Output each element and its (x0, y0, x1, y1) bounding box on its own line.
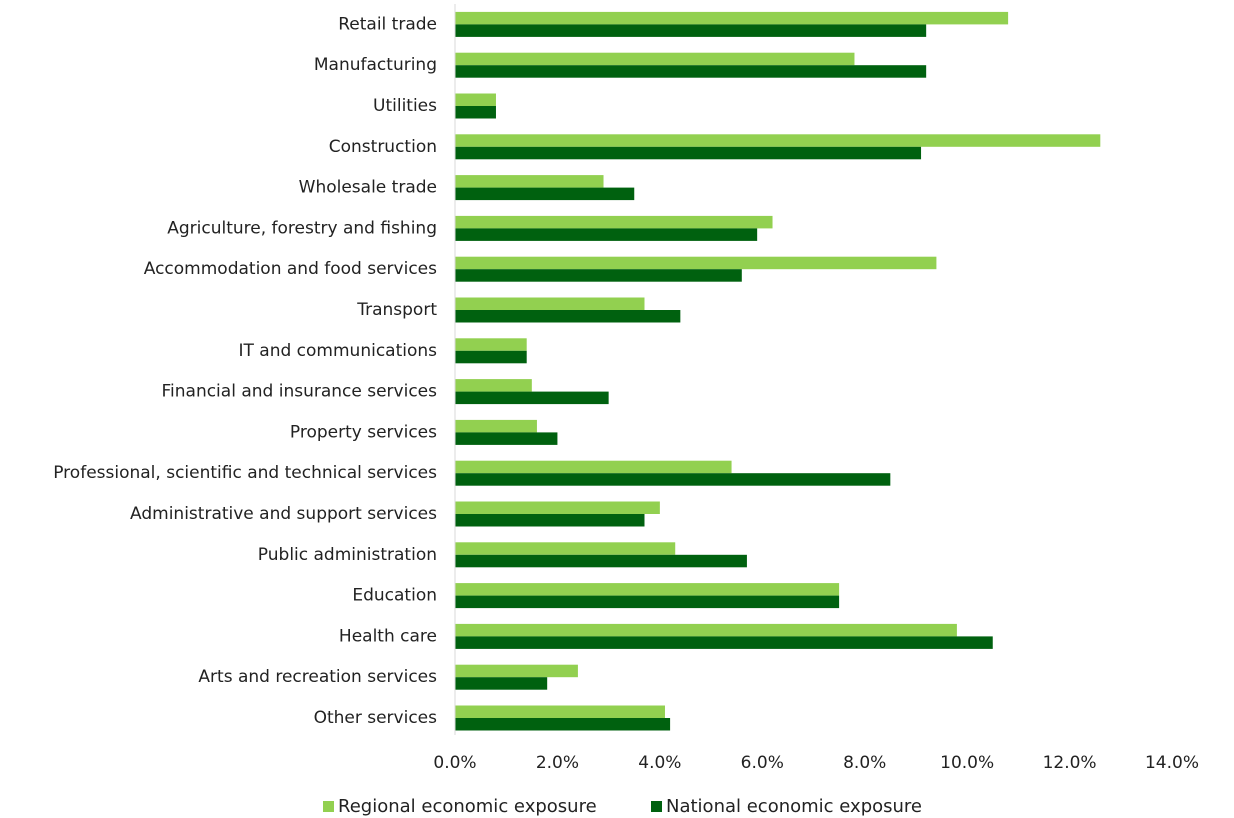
x-tick-label: 14.0% (1145, 753, 1199, 773)
bar-regional-it-and-communications (455, 338, 527, 351)
bar-regional-other-services (455, 705, 665, 718)
bar-regional-transport (455, 297, 645, 310)
category-label-arts-and-recreation-services: Arts and recreation services (198, 667, 437, 687)
category-label-transport: Transport (356, 300, 437, 320)
bar-national-public-administration (455, 554, 747, 568)
x-tick-label: 6.0% (741, 753, 784, 773)
bar-chart: Retail trade Manufacturing Utilities Constr… (53, 4, 1199, 773)
category-label-construction: Construction (329, 137, 437, 157)
category-label-administrative-and-support-services: Administrative and support services (130, 504, 437, 524)
category-label-wholesale-trade: Wholesale trade (299, 178, 437, 198)
bar-regional-utilities (455, 93, 496, 106)
bar-national-accommodation-and-food-services (455, 269, 742, 282)
category-label-manufacturing: Manufacturing (314, 55, 437, 75)
bar-national-health-care (455, 636, 993, 649)
bar-regional-retail-trade (455, 11, 1009, 25)
category-label-health-care: Health care (339, 626, 437, 646)
legend-label-national: National economic exposure (666, 796, 922, 817)
bar-national-arts-and-recreation-services (455, 677, 548, 690)
category-label-professional-scientific-and-technical-services: Professional, scientific and technical s… (53, 463, 437, 483)
bar-regional-financial-and-insurance-services (455, 379, 532, 392)
category-label-agriculture-forestry-and-fishing: Agriculture, forestry and fishing (167, 218, 437, 238)
bar-regional-education (455, 583, 840, 596)
category-label-public-administration: Public administration (258, 545, 437, 565)
x-tick-label: 2.0% (536, 753, 579, 773)
x-tick-label: 8.0% (843, 753, 886, 773)
category-labels: Retail trade Manufacturing Utilities Constr… (53, 14, 437, 728)
bar-national-it-and-communications (455, 350, 527, 364)
x-tick-label: 12.0% (1043, 753, 1097, 773)
legend-label-regional: Regional economic exposure (338, 796, 597, 817)
category-label-accommodation-and-food-services: Accommodation and food services (144, 259, 437, 279)
x-tick-label: 0.0% (433, 753, 476, 773)
bar-national-other-services (455, 718, 671, 731)
category-label-utilities: Utilities (373, 96, 437, 116)
category-label-financial-and-insurance-services: Financial and insurance services (161, 382, 437, 402)
category-label-retail-trade: Retail trade (338, 14, 437, 34)
category-label-property-services: Property services (290, 422, 437, 442)
category-label-other-services: Other services (314, 708, 438, 728)
x-tick-labels: 0.0% 2.0% 4.0% 6.0% 8.0% 10.0% 12.0% 14.0% (433, 753, 1199, 773)
bar-regional-administrative-and-support-services (455, 501, 660, 514)
legend-swatch-regional (323, 801, 334, 812)
legend: Regional economic exposure National econ… (0, 790, 1234, 818)
x-tick-label: 10.0% (940, 753, 994, 773)
bar-regional-accommodation-and-food-services (455, 256, 937, 270)
bar-national-retail-trade (455, 24, 927, 37)
bar-national-construction (455, 146, 922, 160)
bar-regional-professional-scientific-and-technical-services (455, 460, 732, 474)
bar-national-property-services (455, 432, 558, 445)
bar-regional-arts-and-recreation-services (455, 664, 578, 678)
bars-group (455, 11, 1101, 731)
bar-national-financial-and-insurance-services (455, 391, 609, 405)
legend-swatch-national (651, 801, 662, 812)
bar-regional-agriculture-forestry-and-fishing (455, 215, 773, 229)
bar-national-professional-scientific-and-technical-services (455, 473, 891, 486)
bar-regional-health-care (455, 623, 957, 637)
bar-national-education (455, 595, 840, 609)
bar-national-agriculture-forestry-and-fishing (455, 228, 758, 241)
bar-national-manufacturing (455, 65, 927, 78)
bar-regional-wholesale-trade (455, 175, 604, 188)
legend-item-national: National economic exposure (651, 796, 922, 817)
legend-item-regional: Regional economic exposure (323, 796, 597, 817)
x-tick-label: 4.0% (638, 753, 681, 773)
bar-national-transport (455, 310, 681, 323)
bar-national-wholesale-trade (455, 187, 635, 201)
bar-regional-public-administration (455, 542, 676, 555)
bar-regional-construction (455, 134, 1101, 147)
bar-regional-property-services (455, 419, 537, 433)
bar-regional-manufacturing (455, 52, 855, 66)
category-label-it-and-communications: IT and communications (238, 341, 437, 361)
bar-national-utilities (455, 106, 496, 119)
bar-national-administrative-and-support-services (455, 514, 645, 527)
category-label-education: Education (352, 586, 437, 606)
